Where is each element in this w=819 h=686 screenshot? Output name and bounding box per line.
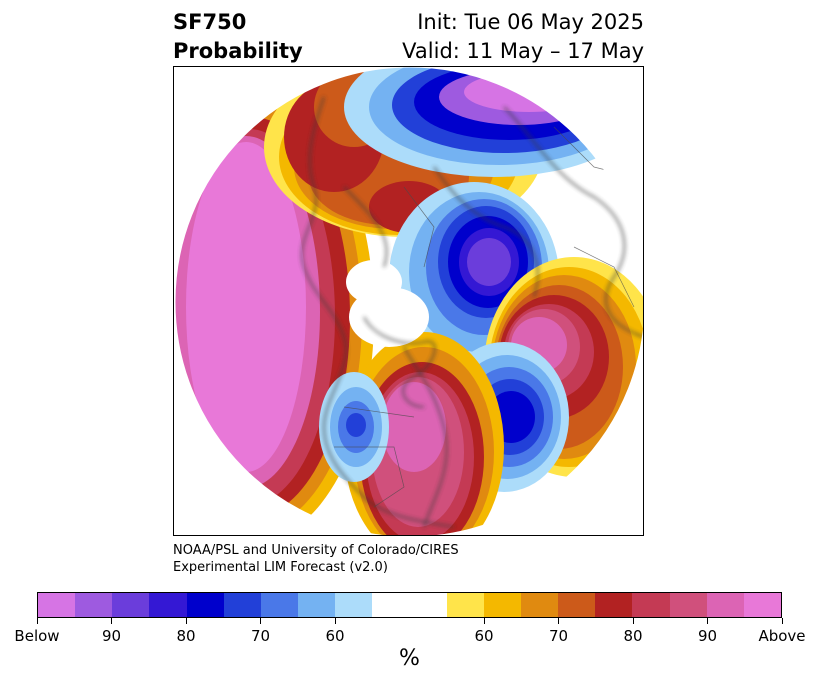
colorbar-segment [260, 593, 299, 617]
colorbar-segment [112, 593, 150, 617]
credit-line-2: Experimental LIM Forecast (v2.0) [173, 560, 388, 575]
colorbar-unit-label: % [399, 646, 420, 671]
colorbar-tick [185, 618, 187, 624]
arctic-neutral [346, 260, 429, 347]
colorbar-segment [558, 593, 596, 617]
colorbar-tick [707, 618, 708, 624]
colorbar-tick-label: 60 [474, 627, 494, 645]
colorbar-tick-label: 60 [325, 627, 345, 645]
colorbar-tick-label: 80 [176, 627, 196, 645]
map-svg [174, 67, 643, 535]
north-america-above-anomaly [344, 332, 504, 535]
variable-title: SF750 [173, 10, 247, 34]
colorbar-segment [483, 593, 522, 617]
coastlines [301, 96, 643, 528]
probability-colorbar [37, 592, 782, 618]
colorbar-tick-label: 80 [623, 627, 643, 645]
credit-text: NOAA/PSL and University of Colorado/CIRE… [173, 542, 459, 576]
colorbar-segment [669, 593, 707, 617]
colorbar-segment [706, 593, 744, 617]
colorbar-segment [372, 593, 447, 617]
colorbar-segment [75, 593, 113, 617]
colorbar-segment [446, 593, 484, 617]
colorbar-segment [38, 593, 76, 617]
colorbar-segment [632, 593, 670, 617]
colorbar-tick-label: Above [758, 627, 806, 645]
colorbar-tick [36, 618, 38, 624]
colorbar-ticks: Below 90 80 70 60 60 70 80 90 Above [0, 618, 819, 658]
probability-field [175, 67, 643, 535]
forecast-dates: Init: Tue 06 May 2025 Valid: 11 May – 17… [402, 8, 644, 66]
polar-map [173, 66, 644, 536]
west-us-below-anomaly [319, 372, 389, 482]
country-borders [334, 126, 635, 508]
colorbar-segment [521, 593, 559, 617]
colorbar-segment [298, 593, 336, 617]
colorbar-tick [558, 618, 559, 624]
colorbar-segment [335, 593, 373, 617]
colorbar-segment [149, 593, 187, 617]
init-date: Init: Tue 06 May 2025 [417, 10, 644, 34]
colorbar-tick-label: 70 [250, 627, 271, 645]
map-title: SF750 Probability [173, 8, 303, 66]
valid-dates: Valid: 11 May – 17 May [402, 39, 644, 63]
credit-line-1: NOAA/PSL and University of Colorado/CIRE… [173, 543, 459, 558]
colorbar-tick [781, 618, 783, 624]
colorbar-tick-label: 90 [101, 627, 122, 645]
colorbar-segment [186, 593, 224, 617]
colorbar-tick-label: 70 [548, 627, 569, 645]
colorbar-tick [483, 618, 485, 624]
colorbar-tick [111, 618, 112, 624]
colorbar-tick [632, 618, 634, 624]
colorbar-segment [743, 593, 782, 617]
colorbar-tick-label: Below [14, 627, 60, 645]
colorbar-segment [595, 593, 633, 617]
colorbar-tick [260, 618, 261, 624]
product-title: Probability [173, 39, 303, 63]
colorbar-tick-label: 90 [697, 627, 718, 645]
colorbar-segment [223, 593, 261, 617]
colorbar-tick [334, 618, 336, 624]
